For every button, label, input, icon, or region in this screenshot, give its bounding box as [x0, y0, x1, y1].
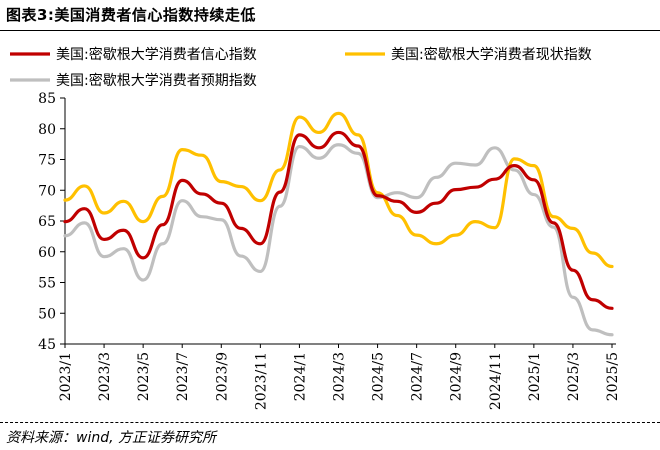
y-tick-label: 55 — [38, 276, 56, 292]
x-tick-label: 2023/7 — [175, 352, 191, 401]
x-axis-labels: 2023/1 2023/3 2023/5 2023/7 2023/9 2023/11 202… — [58, 344, 621, 410]
y-tick-label: 85 — [38, 91, 56, 107]
x-tick-label: 2024/9 — [449, 352, 465, 401]
footer-divider — [0, 422, 660, 423]
x-tick-label: 2025/3 — [566, 352, 582, 401]
y-tick-label: 50 — [38, 306, 56, 322]
chart-title: 图表3:美国消费者信心指数持续走低 — [6, 6, 256, 24]
y-tick-label: 75 — [38, 153, 56, 169]
legend: 美国:密歇根大学消费者信心指数 美国:密歇根大学消费者现状指数美国:密歇根大学消费… — [10, 46, 592, 89]
x-tick-label: 2025/1 — [527, 352, 543, 401]
line-chart: 美国:密歇根大学消费者信心指数 美国:密歇根大学消费者现状指数美国:密歇根大学消费… — [10, 46, 621, 410]
axes: 45 50 55 60 65 70 75 80 85 — [38, 91, 616, 353]
x-tick-label: 2024/7 — [410, 352, 426, 401]
x-tick-label: 2025/5 — [605, 352, 621, 401]
x-tick-label: 2023/5 — [136, 352, 152, 401]
y-tick-label: 60 — [38, 245, 56, 261]
series-line-current — [63, 111, 614, 269]
y-tick-label: 70 — [38, 183, 56, 199]
y-tick-label: 65 — [38, 214, 56, 230]
series-lines — [63, 111, 614, 337]
legend-label-confidence: 美国:密歇根大学消费者信心指数 — [56, 46, 257, 63]
x-tick-label: 2024/1 — [292, 352, 308, 401]
series-line-expectations — [63, 143, 614, 337]
source-note: 资料来源：wind, 方正证券研究所 — [6, 430, 216, 446]
x-tick-label: 2024/5 — [371, 352, 387, 401]
y-tick-label: 45 — [38, 337, 56, 353]
legend-label-current: 美国:密歇根大学消费者现状指数 — [391, 46, 592, 63]
x-tick-label: 2023/11 — [253, 352, 269, 410]
x-tick-label: 2023/3 — [97, 352, 113, 401]
x-tick-label: 2023/9 — [214, 352, 230, 401]
legend-label-expectations: 美国:密歇根大学消费者预期指数 — [56, 72, 257, 89]
x-tick-label: 2024/11 — [488, 352, 504, 410]
title-underline — [0, 30, 660, 31]
x-tick-label: 2023/1 — [58, 352, 74, 401]
x-tick-label: 2024/3 — [332, 352, 348, 401]
series-line-confidence — [63, 130, 614, 310]
y-tick-label: 80 — [38, 122, 56, 138]
